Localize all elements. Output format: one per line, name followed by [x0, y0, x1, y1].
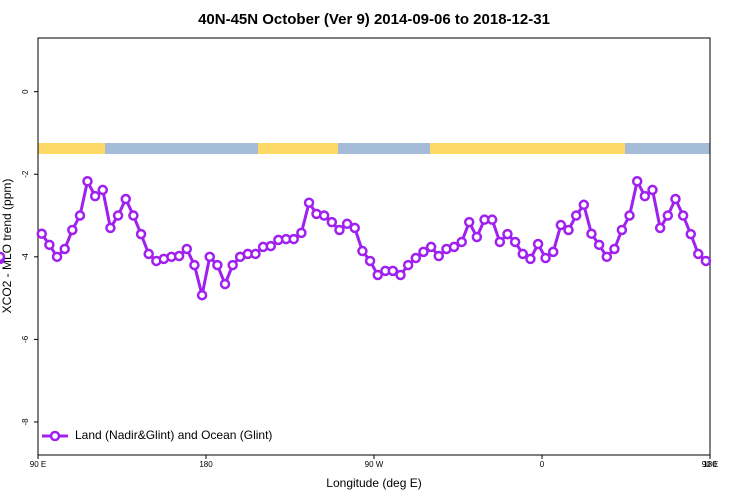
point: [433, 250, 445, 262]
point: [120, 193, 131, 205]
point: [471, 231, 483, 243]
point: [143, 248, 154, 260]
point: [227, 259, 238, 271]
x-tick-label: 180: [703, 460, 717, 469]
point: [486, 214, 498, 225]
legend-marker: [49, 430, 61, 442]
point: [265, 240, 277, 252]
x-axis-label: Longitude (deg E): [326, 476, 421, 490]
point: [631, 176, 643, 187]
chart-title: 40N-45N October (Ver 9) 2014-09-06 to 20…: [198, 11, 550, 28]
point: [303, 197, 315, 208]
point: [36, 228, 47, 239]
point: [395, 269, 406, 281]
point: [570, 210, 582, 221]
land-ocean-band: [38, 143, 710, 154]
point: [601, 251, 613, 263]
point: [425, 241, 437, 253]
point: [509, 236, 521, 248]
point: [547, 246, 559, 258]
point: [616, 224, 628, 236]
point: [326, 216, 338, 228]
x-tick-label: 90 E: [30, 460, 46, 469]
point: [517, 248, 529, 260]
point: [700, 255, 712, 267]
point: [685, 228, 697, 240]
y-tick-label: -4: [21, 253, 30, 261]
point: [494, 236, 506, 248]
point: [593, 239, 605, 251]
point: [692, 248, 704, 260]
y-tick-label: -6: [21, 335, 30, 343]
point: [349, 222, 361, 234]
point: [677, 210, 689, 221]
point: [532, 238, 544, 250]
point: [204, 251, 215, 263]
point: [74, 210, 86, 221]
point: [578, 199, 590, 211]
point: [410, 252, 422, 264]
y-tick-label: 0: [21, 89, 30, 94]
point: [44, 239, 55, 251]
point: [540, 252, 551, 264]
point: [357, 245, 368, 257]
point: [364, 255, 376, 267]
point: [463, 216, 475, 228]
point: [212, 259, 223, 271]
point: [288, 233, 299, 245]
point: [456, 236, 467, 248]
point: [105, 222, 116, 234]
point: [181, 243, 193, 255]
point: [89, 190, 101, 202]
point: [586, 228, 597, 239]
point: [402, 259, 414, 271]
point: [563, 224, 574, 236]
point: [318, 210, 330, 221]
point: [97, 184, 109, 196]
legend-label: Land (Nadir&Glint) and Ocean (Glint): [75, 428, 272, 442]
point: [82, 176, 93, 187]
point: [219, 278, 231, 290]
plot-frame: [37, 37, 711, 456]
point: [418, 246, 429, 258]
point: [51, 251, 63, 263]
point: [173, 250, 185, 262]
point: [609, 243, 620, 255]
point: [372, 269, 383, 281]
point: [250, 248, 261, 260]
point: [670, 193, 681, 205]
x-tick-label: 90 E: [702, 460, 718, 469]
y-tick-label: -2: [21, 170, 30, 178]
point: [196, 289, 208, 301]
point: [639, 190, 651, 202]
x-tick-label: 0: [540, 460, 545, 469]
point: [112, 210, 124, 221]
point: [135, 228, 147, 240]
point: [189, 259, 200, 271]
point: [334, 224, 345, 236]
point: [296, 227, 307, 239]
y-tick-label: -8: [21, 418, 30, 426]
point: [341, 218, 353, 230]
point: [624, 210, 635, 221]
point: [0, 251, 6, 263]
point: [59, 243, 70, 255]
point: [448, 241, 460, 253]
point: [387, 265, 399, 277]
point: [525, 253, 536, 265]
point: [128, 210, 139, 221]
legend: Land (Nadir&Glint) and Ocean (Glint): [42, 428, 272, 442]
point: [662, 210, 674, 221]
point: [555, 219, 567, 231]
x-tick-label: 180: [199, 460, 213, 469]
y-axis-label: XCO2 - MLO trend (ppm): [0, 179, 14, 314]
point: [502, 228, 513, 240]
point: [67, 224, 78, 236]
point: [654, 222, 666, 234]
x-tick-label: 90 W: [365, 460, 384, 469]
point: [647, 184, 658, 196]
